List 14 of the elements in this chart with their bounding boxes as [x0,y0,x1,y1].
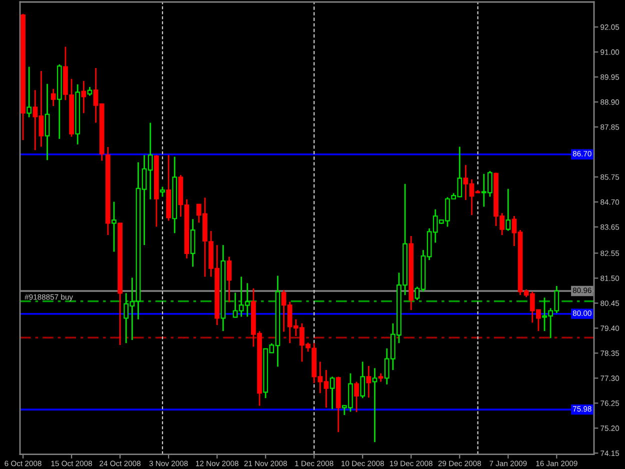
candlestick [372,367,378,443]
candlestick [44,83,50,161]
candlestick [50,88,56,107]
candlestick [354,381,359,413]
candlestick [360,361,366,399]
candlestick [226,256,232,303]
candlestick [81,80,86,114]
candlestick [112,201,116,252]
candlestick [190,218,196,268]
candlestick [506,188,511,232]
candlestick [330,376,335,410]
candlestick [26,66,32,118]
candlestick [366,365,372,398]
candlestick [160,186,165,198]
